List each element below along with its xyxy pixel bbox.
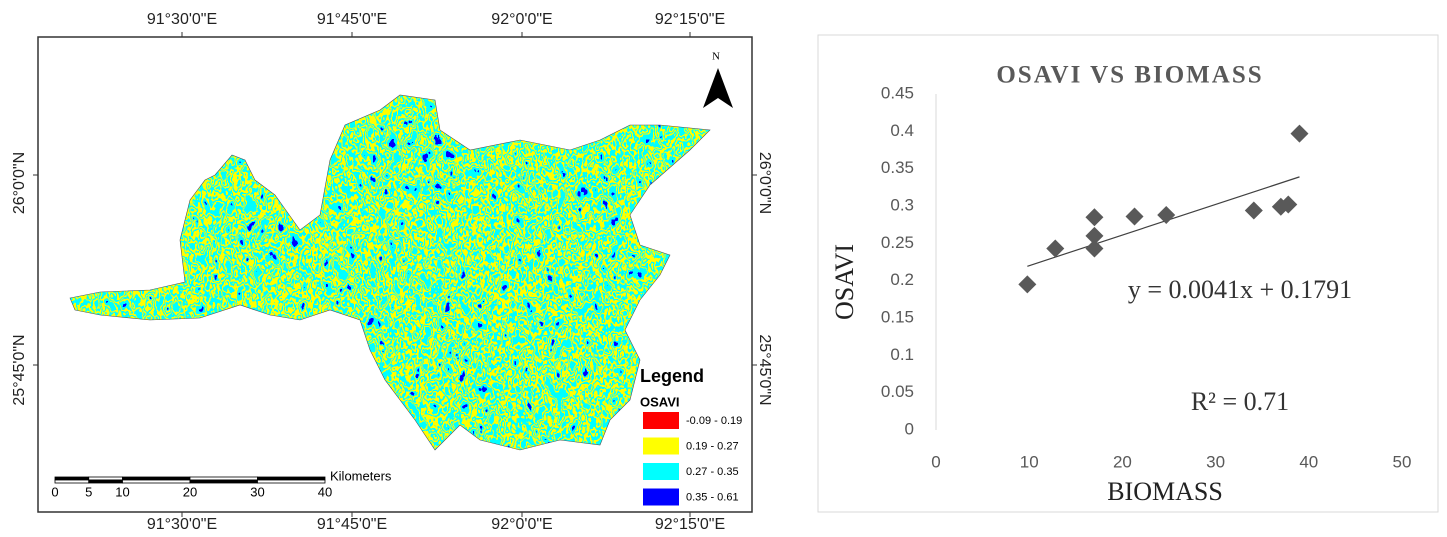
scale-label: 10 [115, 484, 129, 499]
r-squared: R² = 0.71 [1191, 387, 1289, 416]
scale-segment [189, 479, 258, 484]
lon-label: 92°15'0"E [655, 516, 725, 533]
scale-segment [257, 479, 326, 484]
x-axis-label: BIOMASS [1107, 477, 1223, 506]
scale-label: 20 [183, 484, 197, 499]
data-point [1046, 239, 1065, 258]
y-tick-label: 0.4 [890, 121, 914, 140]
y-tick-label: 0 [905, 419, 914, 438]
legend-swatch [643, 437, 679, 455]
x-tick-label: 10 [1020, 452, 1039, 471]
legend-swatch [643, 412, 679, 429]
data-point [1290, 124, 1309, 143]
legend-label: 0.19 - 0.27 [686, 440, 739, 452]
y-axis-label: OSAVI [830, 244, 859, 320]
legend-swatch [643, 463, 679, 480]
data-point [1018, 275, 1037, 294]
lon-label: 92°0'0"E [491, 516, 552, 533]
lat-label: 25°45'0"N [756, 334, 773, 405]
x-tick-label: 40 [1299, 452, 1318, 471]
data-point [1085, 239, 1104, 258]
y-tick-label: 0.45 [881, 83, 914, 102]
legend-field: OSAVI [640, 394, 680, 409]
y-tick-label: 0.25 [881, 233, 914, 252]
north-label: N [712, 51, 720, 63]
legend-label: 0.27 - 0.35 [686, 466, 739, 478]
y-tick-label: 0.05 [881, 382, 914, 401]
scale-segment [88, 479, 123, 484]
scale-segment [54, 479, 90, 484]
lon-label: 91°30'0"E [147, 11, 217, 28]
scale-segment [54, 476, 90, 481]
scale-segment [122, 479, 191, 484]
scale-segment [189, 476, 258, 481]
lon-label: 91°45'0"E [317, 11, 387, 28]
scale-unit: Kilometers [330, 468, 392, 483]
data-point [1085, 226, 1104, 245]
y-tick-label: 0.35 [881, 158, 914, 177]
frame-ticks [33, 32, 757, 517]
lat-label: 26°0'0"N [756, 152, 773, 214]
y-tick-label: 0.2 [890, 270, 914, 289]
data-point [1157, 205, 1176, 224]
scale-segment [257, 476, 326, 481]
scale-bar: 0 5 10 20 30 40 [51, 476, 332, 499]
y-tick-label: 0.1 [890, 345, 914, 364]
legend-swatch [643, 488, 679, 506]
x-tick-label: 20 [1113, 452, 1132, 471]
chart-title: OSAVI VS BIOMASS [996, 62, 1263, 89]
data-point [1125, 207, 1144, 226]
scale-label: 0 [51, 484, 58, 499]
legend-label: -0.09 - 0.19 [686, 415, 742, 427]
x-tick-label: 50 [1393, 452, 1412, 471]
equation: y = 0.0041x + 0.1791 [1128, 275, 1352, 304]
lon-label: 91°45'0"E [317, 516, 387, 533]
scale-segment [88, 476, 123, 481]
y-tick-label: 0.15 [881, 307, 914, 326]
x-tick-label: 0 [931, 452, 940, 471]
region-outline [69, 94, 711, 451]
north-arrow [703, 68, 733, 108]
trendline [1027, 176, 1300, 267]
legend-label: 0.35 - 0.61 [686, 491, 739, 503]
map-panel: 91°30'0"E 91°45'0"E 92°0'0"E 92°15'0"E 9… [11, 11, 773, 533]
legend: -0.09 - 0.19 0.19 - 0.27 0.27 - 0.35 0.35 -… [643, 412, 742, 506]
data-point [1279, 195, 1298, 214]
chart-frame [817, 34, 1439, 513]
y-tick-label: 0.3 [890, 195, 914, 214]
x-tick-label: 30 [1206, 452, 1225, 471]
scale-label: 30 [250, 484, 264, 499]
lon-label: 92°0'0"E [491, 11, 552, 28]
lat-label: 25°45'0"N [11, 334, 28, 405]
data-point [1244, 201, 1263, 220]
lon-label: 92°15'0"E [655, 11, 725, 28]
lon-label: 91°30'0"E [147, 516, 217, 533]
data-point [1085, 208, 1104, 227]
scale-segment [122, 476, 191, 481]
scale-label: 5 [85, 484, 92, 499]
chart-panel: OSAVI VS BIOMASS BIOMASS OSAVI y = 0.004… [817, 34, 1439, 513]
lat-label: 26°0'0"N [11, 152, 28, 214]
scale-label: 40 [318, 484, 332, 499]
legend-title: Legend [640, 366, 704, 386]
